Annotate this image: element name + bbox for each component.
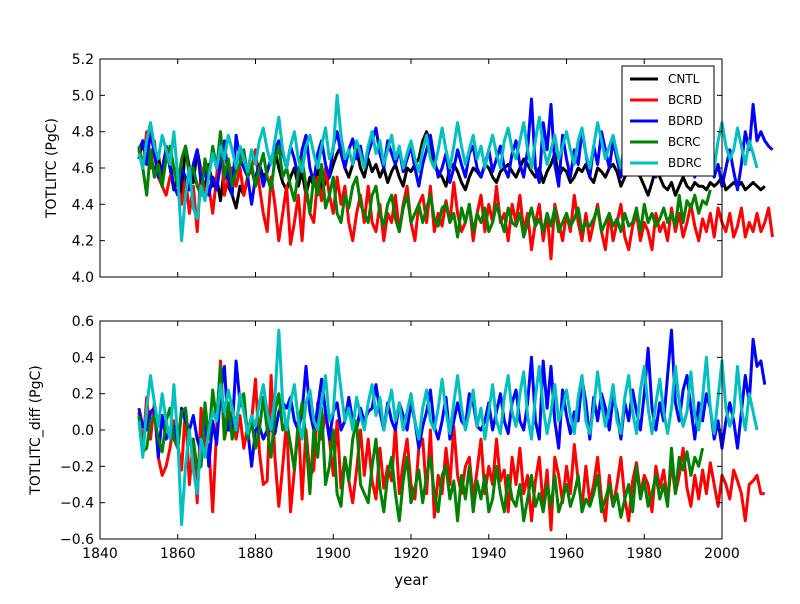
top-y-ticks: 4.0 4.2 4.4 4.6 4.8 5.0 5.2 — [72, 52, 722, 286]
series-line-bcrd — [137, 359, 765, 532]
bottom-y-axis-label: TOTLITC_diff (PgC) — [28, 365, 44, 495]
y-tick-label: 0.2 — [72, 387, 94, 403]
y-tick-label: 4.8 — [72, 125, 94, 141]
x-tick-label: 1920 — [393, 546, 429, 562]
x-tick-label: 1840 — [82, 546, 118, 562]
x-axis-label: year — [394, 571, 428, 589]
y-tick-label: 4.6 — [72, 161, 94, 177]
y-tick-label: 4.0 — [72, 270, 94, 286]
legend-label-bcrd: BCRD — [668, 93, 702, 107]
y-tick-label: −0.6 — [60, 532, 94, 548]
bottom-y-ticks: −0.6 −0.4 −0.2 0.0 0.2 0.4 0.6 — [60, 314, 722, 548]
legend-label-bcrc: BCRC — [668, 135, 701, 149]
legend-label-bdrc: BDRC — [668, 156, 702, 170]
y-tick-label: −0.2 — [60, 459, 94, 475]
x-tick-label: 1960 — [549, 546, 585, 562]
x-tick-label: 2000 — [704, 546, 740, 562]
legend: CNTL BCRD BDRD BCRC BDRC — [621, 65, 715, 177]
series-line-bcrc — [137, 364, 705, 523]
x-tick-label: 1860 — [160, 546, 196, 562]
legend-label-bdrd: BDRD — [668, 114, 703, 128]
top-panel: 4.0 4.2 4.4 4.6 4.8 5.0 5.2 TOTLITC (PgC) CNTL… — [44, 52, 774, 286]
series-line-bcrc — [137, 130, 712, 239]
series-line-bdrc — [137, 328, 759, 526]
x-tick-label: 1900 — [315, 546, 351, 562]
legend-label-cntl: CNTL — [668, 72, 700, 86]
y-tick-label: 0.6 — [72, 314, 94, 330]
y-tick-label: −0.4 — [60, 496, 94, 512]
bottom-series-group — [137, 328, 767, 532]
bottom-panel: −0.6 −0.4 −0.2 0.0 0.2 0.4 0.6 1840 1860 1880 190… — [28, 314, 767, 589]
top-x-ticks — [99, 59, 723, 277]
y-tick-label: 4.2 — [72, 234, 94, 250]
y-tick-label: 4.4 — [72, 197, 94, 213]
x-tick-label: 1940 — [471, 546, 507, 562]
y-tick-label: 0.0 — [72, 423, 94, 439]
y-tick-label: 0.4 — [72, 350, 94, 366]
x-tick-label: 1980 — [626, 546, 662, 562]
top-y-axis-label: TOTLITC (PgC) — [44, 118, 60, 219]
y-tick-label: 5.0 — [72, 88, 94, 104]
series-line-bcrd — [137, 130, 774, 261]
y-tick-label: 5.2 — [72, 52, 94, 68]
bottom-x-ticks: 1840 1860 1880 1900 1920 1940 1960 1980 2000 — [82, 321, 740, 562]
x-tick-label: 1880 — [238, 546, 274, 562]
legend-items: CNTL BCRD BDRD BCRC BDRC — [630, 72, 703, 170]
